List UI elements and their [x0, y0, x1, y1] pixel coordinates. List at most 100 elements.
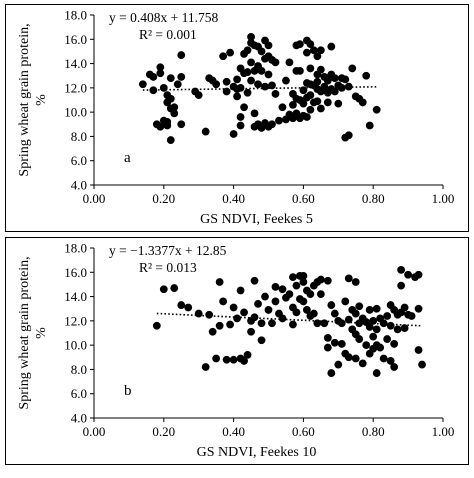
data-point	[407, 312, 416, 320]
data-point	[212, 354, 221, 363]
data-point	[201, 363, 210, 371]
data-point	[390, 363, 399, 371]
y-tick-label: 12.0	[64, 80, 87, 95]
data-point	[205, 310, 214, 319]
y-tick-label: 6.0	[71, 153, 87, 168]
data-point	[316, 65, 325, 74]
data-point	[166, 94, 175, 103]
data-point	[275, 116, 283, 125]
data-point	[159, 83, 168, 92]
data-point	[177, 73, 186, 81]
x-tick-label: 0.00	[83, 191, 106, 206]
data-point	[299, 297, 308, 306]
data-point	[306, 290, 315, 299]
data-point	[233, 92, 241, 101]
r-squared-label: R² = 0.001	[139, 27, 197, 42]
data-point	[404, 270, 412, 279]
data-point	[400, 324, 409, 333]
data-point	[268, 120, 276, 129]
data-point	[306, 64, 315, 73]
data-point	[320, 82, 329, 91]
data-point	[372, 105, 381, 114]
data-point	[355, 335, 364, 343]
y-tick-label: 16.0	[64, 32, 87, 47]
y-tick-label: 10.0	[64, 338, 87, 353]
data-point	[240, 357, 248, 365]
data-point	[271, 282, 280, 291]
data-point	[414, 270, 423, 279]
data-point	[365, 121, 374, 130]
data-point	[149, 73, 158, 81]
data-point	[243, 350, 252, 359]
data-point	[397, 265, 406, 274]
chart-panel-a: 4.0 6.0 8.0 10.0 12.0 14.0 16.0 18.0 0.00 0.20 0.4…	[5, 4, 469, 232]
data-point	[166, 74, 175, 83]
data-point	[323, 343, 332, 352]
data-point	[222, 87, 231, 96]
data-point	[222, 355, 231, 364]
data-point	[170, 284, 179, 292]
data-point	[337, 340, 346, 348]
data-point	[362, 341, 371, 350]
data-point	[271, 58, 280, 67]
data-point	[243, 88, 252, 97]
data-point	[327, 301, 336, 309]
data-point	[254, 80, 262, 89]
data-point	[376, 343, 385, 352]
data-point	[316, 290, 325, 299]
data-point	[313, 52, 322, 61]
data-point	[323, 333, 332, 342]
x-tick-label: 0.60	[292, 191, 315, 206]
data-point	[149, 86, 158, 95]
data-point	[285, 58, 294, 67]
regression-equation: y = 0.408x + 11.758	[109, 10, 218, 25]
data-point	[264, 41, 273, 50]
data-point	[299, 278, 308, 286]
data-point	[306, 105, 315, 114]
data-point	[299, 86, 308, 95]
data-point	[330, 87, 339, 96]
x-tick-label: 0.20	[152, 424, 175, 439]
data-point	[247, 32, 255, 41]
data-point	[316, 46, 325, 55]
data-point	[292, 281, 301, 290]
data-point	[348, 64, 357, 73]
y-tick-label: 8.0	[71, 129, 87, 144]
data-point	[226, 48, 235, 57]
data-point	[219, 52, 228, 61]
data-point	[299, 272, 308, 280]
data-point	[138, 80, 147, 89]
y-tick-label: 4.0	[71, 411, 87, 426]
data-point	[334, 360, 343, 369]
data-point	[299, 99, 308, 108]
data-point	[215, 278, 224, 286]
data-point	[292, 308, 301, 317]
data-point	[236, 83, 245, 92]
data-point	[414, 346, 423, 354]
data-point	[163, 121, 172, 130]
data-point	[173, 80, 182, 89]
data-point	[271, 297, 280, 306]
data-point	[372, 304, 381, 313]
data-point	[194, 91, 203, 100]
y-tick-label: 12.0	[64, 313, 87, 328]
data-point	[316, 104, 325, 113]
data-point	[400, 303, 409, 312]
y-axis-label: Spring wheat grain protein,%	[17, 256, 49, 409]
data-point	[386, 321, 395, 330]
data-point	[240, 103, 248, 112]
y-tick-label: 14.0	[64, 289, 87, 304]
y-axis-label: Spring wheat grain protein,%	[17, 23, 49, 176]
data-point	[296, 66, 304, 75]
data-point	[330, 309, 339, 318]
data-point	[362, 71, 371, 80]
data-point	[170, 109, 179, 118]
data-point	[229, 303, 238, 312]
data-point	[306, 91, 315, 100]
data-point	[236, 121, 245, 130]
y-tick-label: 10.0	[64, 105, 87, 120]
data-point	[229, 130, 238, 138]
data-point	[152, 321, 161, 330]
x-tick-label: 0.40	[222, 424, 245, 439]
data-point	[156, 122, 165, 131]
